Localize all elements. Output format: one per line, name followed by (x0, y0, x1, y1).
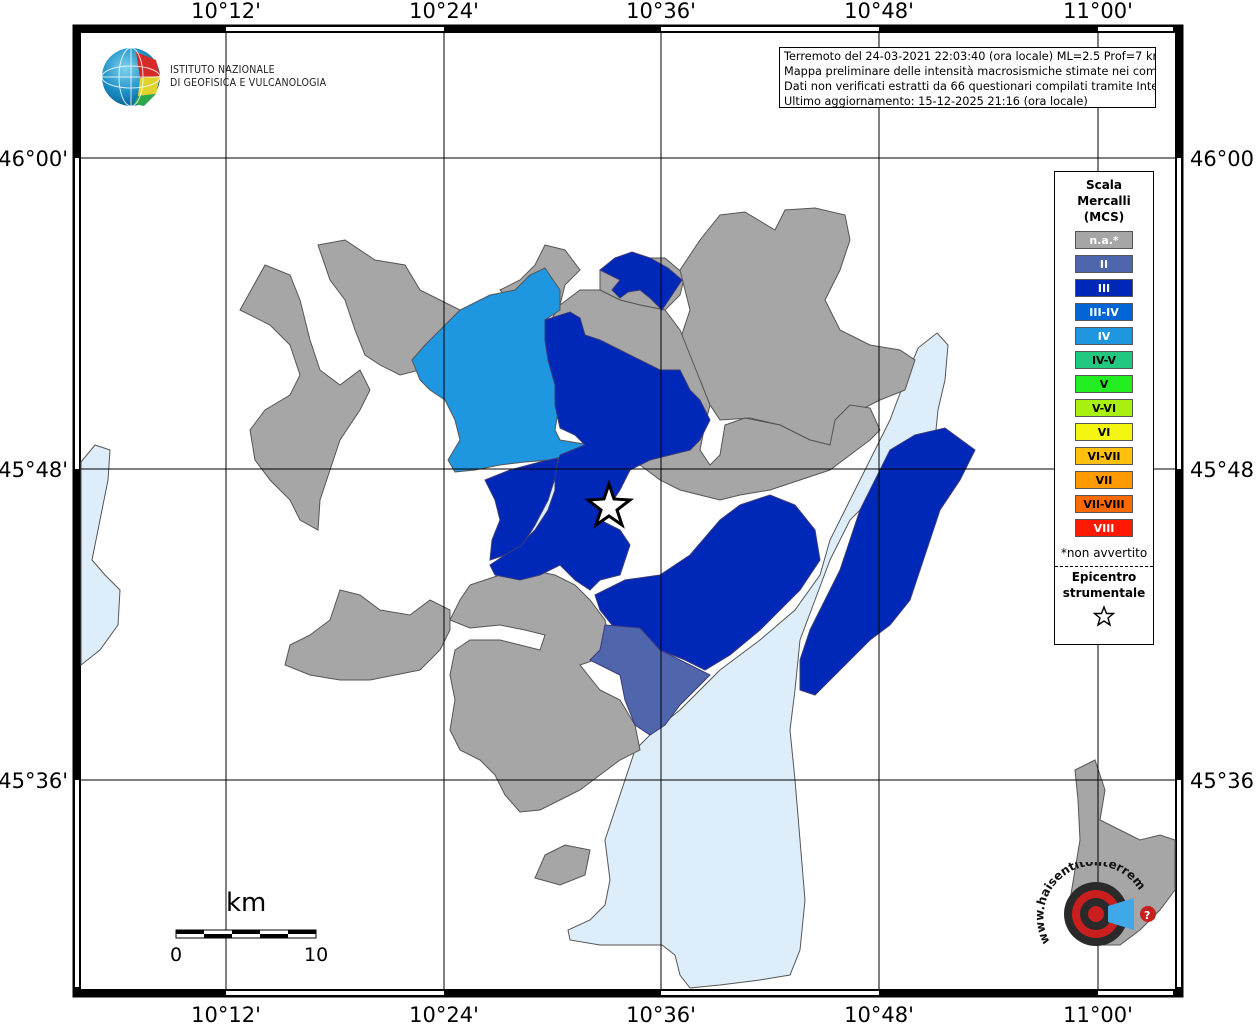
graticule (81, 33, 1175, 989)
legend-item: II (1075, 255, 1133, 273)
legend-title-line1: Scala (1085, 178, 1123, 192)
lon-tick-label: 10°24' (409, 1003, 479, 1024)
institute-line2: DI GEOFISICA E VULCANOLOGIA (170, 77, 327, 89)
legend-item: III-IV (1075, 303, 1133, 321)
brand-text: www.haisentitoilterremoto.it (1030, 862, 1148, 946)
legend-item: VII (1075, 471, 1133, 489)
zone-intensity-iii (484, 251, 976, 696)
scale-bar-graphic (175, 929, 317, 939)
lake-iseo-edge (80, 444, 121, 667)
lon-tick-label: 10°12' (191, 0, 261, 23)
lat-tick-label: 46°00' (0, 147, 68, 171)
svg-text:www.haisentitoilterremoto.it: www.haisentitoilterremoto.it (1030, 862, 1148, 946)
lon-tick-label: 10°36' (626, 0, 696, 23)
scale-bar: km 0 10 (170, 888, 330, 968)
lon-tick-label: 10°24' (409, 0, 479, 23)
legend-item: V-VI (1075, 399, 1133, 417)
legend-title: Scala Mercalli (MCS) (1055, 177, 1153, 225)
event-info-line4: Ultimo aggiornamento: 15-12-2025 21:16 (… (784, 95, 1088, 108)
lon-tick-label: 10°48' (844, 1003, 914, 1024)
map-frame-border (73, 25, 1183, 997)
legend-separator (1055, 566, 1153, 567)
institute-line1: ISTITUTO NAZIONALE (170, 64, 275, 76)
legend-item: IV (1075, 327, 1133, 345)
legend-item: V (1075, 375, 1133, 393)
institute-name: ISTITUTO NAZIONALE DI GEOFISICA E VULCAN… (170, 64, 326, 90)
brand-text-path: www.haisentitoilterremoto.it (1030, 862, 1148, 946)
lat-ticks-left: 46°00' 45°48' 45°36' (0, 147, 68, 793)
lon-tick-label: 10°12' (191, 1003, 261, 1024)
scale-unit: km (226, 888, 267, 918)
event-info-line2: Mappa preliminare delle intensità macros… (784, 65, 1156, 78)
scale-end: 10 (304, 944, 329, 966)
haisentito-logo: ? www.haisentitoilterremoto.it (1030, 862, 1170, 972)
svg-text:?: ? (1144, 909, 1150, 922)
legend-note: *non avvertito (1060, 546, 1148, 560)
event-info-line1: Terremoto del 24-03-2021 22:03:40 (ora l… (784, 50, 1156, 63)
legend-item: IV-V (1075, 351, 1133, 369)
lon-tick-label: 11°00' (1063, 0, 1133, 23)
legend-item: VII-VIII (1075, 495, 1133, 513)
lon-ticks-top: 10°12' 10°24' 10°36' 10°48' 11°00' (191, 0, 1133, 23)
lon-tick-label: 10°36' (626, 1003, 696, 1024)
legend-epicenter-line1: Epicentro (1071, 570, 1137, 584)
lat-tick-label: 45°36' (0, 769, 68, 793)
legend-item: VIII (1075, 519, 1133, 537)
legend-item: VI-VII (1075, 447, 1133, 465)
event-info-line3: Dati non verificati estratti da 66 quest… (784, 80, 1156, 93)
legend-items: n.a.* II III III-IV IV IV-V V V-VI VI VI-VII VII VI… (1055, 231, 1153, 537)
target-icon: ? (1064, 882, 1156, 946)
lon-tick-label: 11°00' (1063, 1003, 1133, 1024)
lat-ticks-right: 46°00' 45°48' 45°36' (1190, 147, 1256, 793)
lat-tick-label: 46°00' (1190, 147, 1256, 171)
lon-tick-label: 10°48' (844, 0, 914, 23)
scale-start: 0 (170, 944, 183, 966)
lake-garda (567, 332, 949, 989)
legend-item: VI (1075, 423, 1133, 441)
lat-tick-label: 45°48' (1190, 458, 1256, 482)
lon-ticks-bottom: 10°12' 10°24' 10°36' 10°48' 11°00' (191, 1003, 1133, 1024)
zone-intensity-ii (589, 624, 711, 736)
event-info-box: Terremoto del 24-03-2021 22:03:40 (ora l… (779, 47, 1156, 108)
legend-item: n.a.* (1075, 231, 1133, 249)
legend-title-line2: Mercalli (1077, 194, 1131, 208)
lat-tick-label: 45°36' (1190, 769, 1256, 793)
legend-star-icon (1055, 605, 1153, 631)
globe-icon (101, 47, 161, 107)
mcs-legend: Scala Mercalli (MCS) n.a.* II III III-IV IV I… (1054, 171, 1154, 645)
legend-title-line3: (MCS) (1083, 210, 1125, 224)
ingv-logo (100, 46, 340, 110)
epicenter-star (583, 479, 635, 529)
lat-tick-label: 45°48' (0, 458, 68, 482)
legend-epicenter-label: Epicentro strumentale (1055, 569, 1153, 601)
legend-item: III (1075, 279, 1133, 297)
legend-epicenter-line2: strumentale (1062, 586, 1146, 600)
